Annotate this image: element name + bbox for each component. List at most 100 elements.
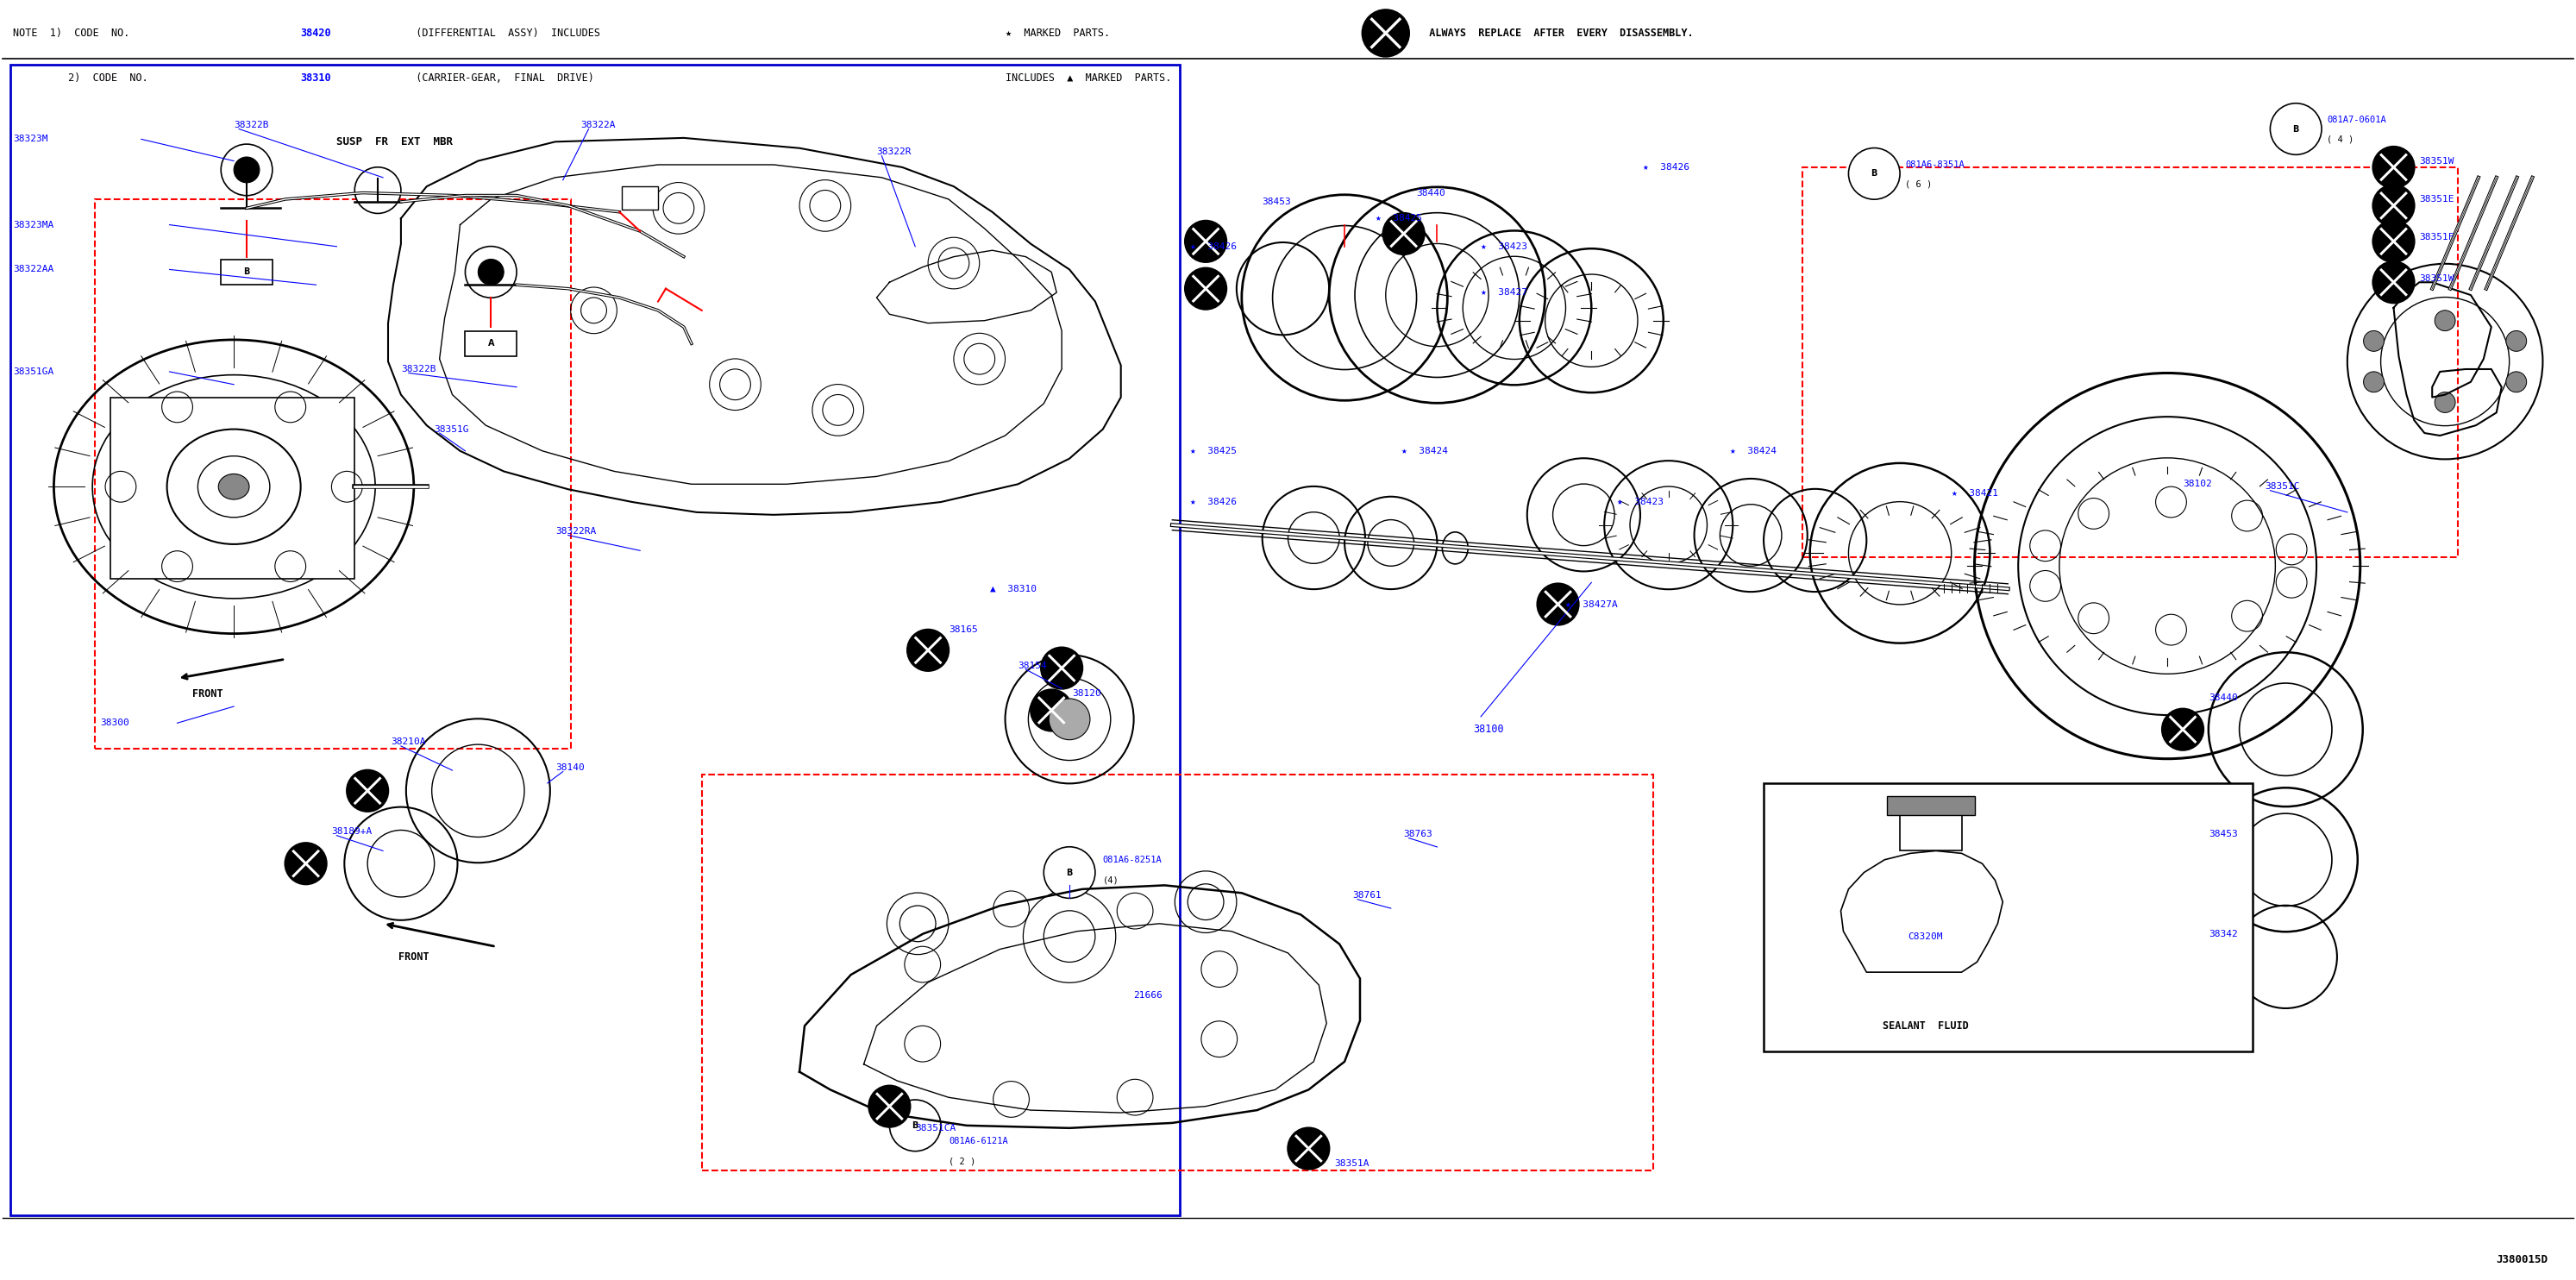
Text: ★  38426: ★ 38426 xyxy=(1190,242,1236,251)
Circle shape xyxy=(348,771,389,812)
Text: ★  38421: ★ 38421 xyxy=(1953,489,1999,498)
Text: 38351W: 38351W xyxy=(2419,274,2455,283)
Text: 38210A: 38210A xyxy=(392,737,425,746)
Text: B: B xyxy=(1066,868,1072,877)
Circle shape xyxy=(2161,936,2202,978)
Text: 081A6-8351A: 081A6-8351A xyxy=(1906,160,1965,169)
Circle shape xyxy=(1538,584,1579,625)
Circle shape xyxy=(2506,371,2527,392)
Circle shape xyxy=(2372,147,2414,188)
Text: ★  38427: ★ 38427 xyxy=(1481,288,1528,297)
Text: 38351W: 38351W xyxy=(2419,156,2455,165)
Text: ★  38424: ★ 38424 xyxy=(1401,447,1448,456)
Text: ★  38425: ★ 38425 xyxy=(1190,447,1236,456)
Circle shape xyxy=(1363,10,1409,56)
Text: 38322R: 38322R xyxy=(876,147,912,156)
Circle shape xyxy=(2161,840,2202,881)
Text: B: B xyxy=(245,268,250,276)
Text: 38453: 38453 xyxy=(1262,197,1291,206)
Text: J380015D: J380015D xyxy=(2496,1254,2548,1265)
Text: 38102: 38102 xyxy=(2182,480,2213,489)
Circle shape xyxy=(2434,310,2455,332)
Text: SUSP  FR  EXT  MBR: SUSP FR EXT MBR xyxy=(337,136,453,147)
Text: ( 6 ): ( 6 ) xyxy=(1906,179,1932,188)
Circle shape xyxy=(466,246,518,298)
Text: 38351G: 38351G xyxy=(435,425,469,434)
Bar xyxy=(701,774,1654,1170)
Text: 38140: 38140 xyxy=(556,763,585,772)
Text: FRONT: FRONT xyxy=(399,951,430,963)
Circle shape xyxy=(1043,847,1095,899)
Text: 38322B: 38322B xyxy=(402,365,435,374)
Bar xyxy=(621,187,657,210)
Text: 38342: 38342 xyxy=(2208,929,2239,938)
Text: 38165: 38165 xyxy=(948,626,979,634)
Circle shape xyxy=(1041,648,1082,689)
Circle shape xyxy=(2506,330,2527,351)
Text: 38322B: 38322B xyxy=(234,120,268,129)
Circle shape xyxy=(222,145,273,196)
Bar xyxy=(95,200,572,749)
Text: 081A7-0601A: 081A7-0601A xyxy=(2326,115,2385,124)
Text: 38351CA: 38351CA xyxy=(914,1124,956,1133)
Text: (CARRIER-GEAR,  FINAL  DRIVE): (CARRIER-GEAR, FINAL DRIVE) xyxy=(404,72,595,83)
Text: ★  MARKED  PARTS.: ★ MARKED PARTS. xyxy=(1005,28,1110,38)
Text: ( 4 ): ( 4 ) xyxy=(2326,134,2354,143)
Text: ★  38427A: ★ 38427A xyxy=(1566,600,1618,608)
Text: 38763: 38763 xyxy=(1404,829,1432,838)
Circle shape xyxy=(889,1100,940,1151)
Text: 38323MA: 38323MA xyxy=(13,220,54,229)
Text: 38351A: 38351A xyxy=(1334,1160,1370,1169)
Text: ALWAYS  REPLACE  AFTER  EVERY  DISASSEMBLY.: ALWAYS REPLACE AFTER EVERY DISASSEMBLY. xyxy=(1417,28,1692,38)
Text: (DIFFERENTIAL  ASSY)  INCLUDES: (DIFFERENTIAL ASSY) INCLUDES xyxy=(404,28,600,38)
Text: 38440: 38440 xyxy=(2208,694,2239,701)
Text: 38351E: 38351E xyxy=(2419,195,2455,204)
Circle shape xyxy=(286,844,327,884)
Bar xyxy=(1901,815,1963,851)
Bar xyxy=(1765,783,2251,1051)
Circle shape xyxy=(2365,330,2383,351)
Text: 38300: 38300 xyxy=(100,719,129,727)
Text: 38189+A: 38189+A xyxy=(332,827,374,836)
Circle shape xyxy=(2372,186,2414,227)
Circle shape xyxy=(1383,214,1425,255)
Text: 38322RA: 38322RA xyxy=(556,527,595,536)
Text: A: A xyxy=(487,339,495,348)
Text: 38323M: 38323M xyxy=(13,134,46,143)
Text: B: B xyxy=(2293,124,2300,133)
Circle shape xyxy=(1185,221,1226,262)
Circle shape xyxy=(2365,371,2383,392)
Circle shape xyxy=(2372,221,2414,262)
Text: B: B xyxy=(912,1121,920,1130)
Text: (4): (4) xyxy=(1103,876,1118,884)
Bar xyxy=(10,65,1180,1215)
Circle shape xyxy=(868,1085,909,1126)
Text: C8320M: C8320M xyxy=(1909,932,1942,941)
Text: ★  38426: ★ 38426 xyxy=(1190,498,1236,507)
Text: 38322AA: 38322AA xyxy=(13,265,54,274)
Text: 38440: 38440 xyxy=(1417,188,1445,197)
Text: ▲  38310: ▲ 38310 xyxy=(989,585,1036,593)
Bar xyxy=(1888,796,1976,815)
Text: 38351GA: 38351GA xyxy=(13,367,54,376)
Text: ★  38425: ★ 38425 xyxy=(1376,214,1422,223)
Circle shape xyxy=(1030,690,1072,731)
Circle shape xyxy=(1048,699,1090,740)
Circle shape xyxy=(1288,1128,1329,1169)
Text: FRONT: FRONT xyxy=(193,689,224,699)
Text: 38351C: 38351C xyxy=(2264,483,2300,492)
Bar xyxy=(222,260,273,285)
Text: NOTE  1)  CODE  NO.: NOTE 1) CODE NO. xyxy=(13,28,142,38)
Text: 081A6-8251A: 081A6-8251A xyxy=(1103,855,1162,864)
Text: 38761: 38761 xyxy=(1352,891,1381,900)
Bar xyxy=(466,330,518,356)
Circle shape xyxy=(907,630,948,671)
Text: SEALANT  FLUID: SEALANT FLUID xyxy=(1883,1020,1968,1032)
Text: 2)  CODE  NO.: 2) CODE NO. xyxy=(13,72,160,83)
Text: 081A6-6121A: 081A6-6121A xyxy=(948,1137,1007,1146)
Circle shape xyxy=(479,259,505,285)
Text: ★  38423: ★ 38423 xyxy=(1618,498,1664,507)
Text: 38453: 38453 xyxy=(2208,829,2239,838)
Polygon shape xyxy=(1842,851,2002,973)
Text: 38154: 38154 xyxy=(1018,662,1046,669)
